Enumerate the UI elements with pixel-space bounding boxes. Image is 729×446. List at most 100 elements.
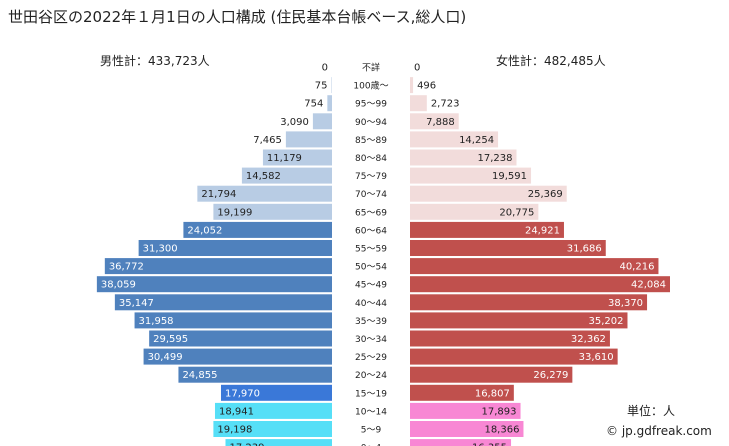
unit-label: 単位：人 [627, 404, 676, 418]
female-value-label: 25,369 [528, 189, 563, 200]
age-label: 10～14 [355, 407, 387, 417]
female-value-label: 14,254 [459, 135, 494, 146]
age-label: 85～89 [355, 136, 387, 146]
female-bar [410, 294, 648, 311]
male-value-label: 30,499 [148, 352, 183, 363]
female-value-label: 26,279 [533, 370, 568, 381]
female-value-label: 18,366 [484, 425, 519, 436]
female-value-label: 32,362 [571, 334, 606, 345]
age-label: 20～24 [355, 371, 387, 381]
female-bar [410, 348, 618, 365]
female-total-label: 女性計：482,485人 [496, 54, 606, 68]
male-value-label: 21,794 [201, 189, 236, 200]
age-label: 70～74 [355, 190, 387, 200]
male-bar [149, 330, 332, 347]
female-value-label: 17,893 [482, 406, 517, 417]
male-value-label: 35,147 [119, 298, 154, 309]
female-bar [410, 366, 573, 383]
female-bar [410, 330, 610, 347]
female-bar [410, 77, 414, 94]
age-label: 35～39 [355, 317, 387, 327]
male-value-label: 0 [322, 63, 328, 74]
female-bar [410, 95, 427, 112]
page-title: 世田谷区の2022年１月1日の人口構成 (住民基本台帳ベース,総人口) [8, 8, 467, 26]
male-value-label: 29,595 [153, 334, 188, 345]
age-label: 80～84 [355, 154, 387, 164]
female-bar [410, 240, 606, 256]
age-label: 65～69 [355, 208, 387, 218]
male-value-label: 7,465 [253, 135, 282, 146]
age-label: 45～49 [355, 281, 387, 291]
male-bar [104, 258, 332, 275]
male-value-label: 36,772 [109, 262, 144, 273]
age-label: 25～29 [355, 353, 387, 363]
age-label: 100歳～ [353, 80, 388, 92]
age-label: 55～59 [355, 245, 387, 255]
male-bar [327, 95, 332, 112]
male-value-label: 17,970 [225, 388, 260, 399]
age-label: 75～79 [355, 172, 387, 182]
male-bar [225, 439, 332, 446]
age-label: 0～4 [361, 444, 382, 446]
female-bar [410, 203, 539, 220]
female-bar [410, 439, 512, 446]
female-value-label: 24,921 [525, 225, 560, 236]
male-bar [114, 294, 332, 311]
male-value-label: 31,958 [139, 316, 174, 327]
female-value-label: 38,370 [608, 298, 643, 309]
male-value-label: 24,052 [187, 225, 222, 236]
male-value-label: 11,179 [267, 153, 302, 164]
male-value-label: 17,239 [229, 443, 264, 446]
female-value-label: 17,238 [477, 153, 512, 164]
male-value-label: 19,199 [217, 207, 252, 218]
male-bar [96, 276, 332, 293]
age-label: 95～99 [355, 100, 387, 110]
male-bar [285, 131, 332, 148]
female-value-label: 31,686 [567, 244, 602, 255]
male-total-label: 男性計：433,723人 [100, 54, 210, 68]
female-bar [410, 402, 521, 419]
male-value-label: 19,198 [217, 425, 252, 436]
female-bar [410, 131, 499, 148]
male-value-label: 754 [304, 99, 323, 110]
female-value-label: 40,216 [619, 262, 654, 273]
male-bar [220, 384, 332, 401]
female-bar [410, 276, 670, 293]
male-bar [197, 185, 332, 202]
age-label: 90～94 [355, 118, 387, 128]
age-label: 30～34 [355, 335, 387, 345]
female-value-label: 16,807 [475, 388, 510, 399]
female-bar [410, 312, 628, 329]
male-bar [241, 167, 332, 184]
age-label: 60～64 [355, 226, 387, 236]
female-value-label: 16,355 [472, 443, 507, 446]
male-value-label: 18,941 [219, 406, 254, 417]
male-bar [178, 366, 332, 383]
male-value-label: 14,582 [246, 171, 281, 182]
male-value-label: 38,059 [101, 280, 136, 291]
age-label: 不詳 [362, 62, 380, 74]
male-value-label: 75 [315, 81, 328, 92]
female-value-label: 2,723 [431, 99, 460, 110]
male-value-label: 3,090 [280, 117, 309, 128]
female-value-label: 7,888 [426, 117, 455, 128]
male-bar [214, 402, 332, 419]
age-label: 50～54 [355, 263, 387, 273]
male-bar [213, 421, 332, 437]
female-bar [410, 258, 659, 275]
age-label: 15～19 [355, 389, 387, 399]
male-value-label: 24,855 [182, 370, 217, 381]
male-bar [183, 221, 332, 238]
credit-label: © jp.gdfreak.com [606, 424, 712, 438]
age-label: 40～44 [355, 299, 387, 309]
female-value-label: 19,591 [492, 171, 527, 182]
female-bar [410, 149, 517, 166]
male-bar [134, 312, 332, 329]
female-value-label: 35,202 [588, 316, 623, 327]
female-value-label: 0 [414, 63, 420, 74]
female-bar [410, 421, 524, 437]
female-bar [410, 185, 567, 202]
age-label: 5～9 [361, 426, 382, 436]
male-bar [312, 113, 332, 130]
